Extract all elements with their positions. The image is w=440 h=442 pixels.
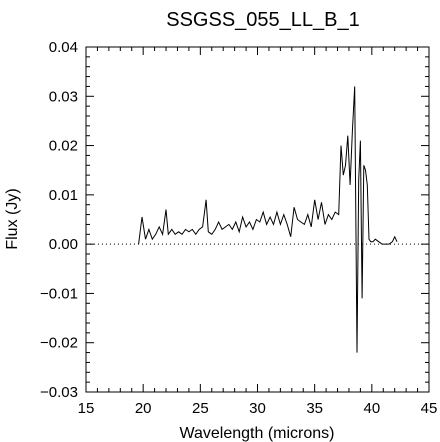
y-tick-label: 0.02	[49, 138, 78, 155]
x-tick-label: 35	[306, 400, 323, 417]
y-tick-label: 0.04	[49, 39, 78, 56]
series-line-0	[138, 86, 398, 353]
x-tick-label: 30	[249, 400, 266, 417]
plot-area-frame	[85, 46, 430, 393]
y-axis-label: Flux (Jy)	[4, 188, 21, 249]
x-axis-label: Wavelength (microns)	[179, 425, 334, 442]
y-tick-label: −0.03	[40, 384, 78, 401]
y-tick-label: 0.03	[49, 88, 78, 105]
x-tick-label: 45	[421, 400, 438, 417]
x-tick-label: 20	[135, 400, 152, 417]
axis-ticks: 15 20 25 30 35 40 45 0.04 0.03 0.02 0.01 0.00 −0.01 −…	[40, 39, 437, 417]
y-tick-label: 0.01	[49, 187, 78, 204]
plot-frame	[85, 46, 430, 393]
series-group	[138, 86, 398, 353]
y-tick-label: 0.00	[49, 236, 78, 253]
x-tick-label: 40	[363, 400, 380, 417]
y-tick-label: −0.01	[40, 285, 78, 302]
x-tick-label: 15	[78, 400, 95, 417]
x-tick-label: 25	[192, 400, 209, 417]
y-tick-label: −0.02	[40, 335, 78, 352]
chart-title: SSGSS_055_LL_B_1	[166, 9, 360, 31]
